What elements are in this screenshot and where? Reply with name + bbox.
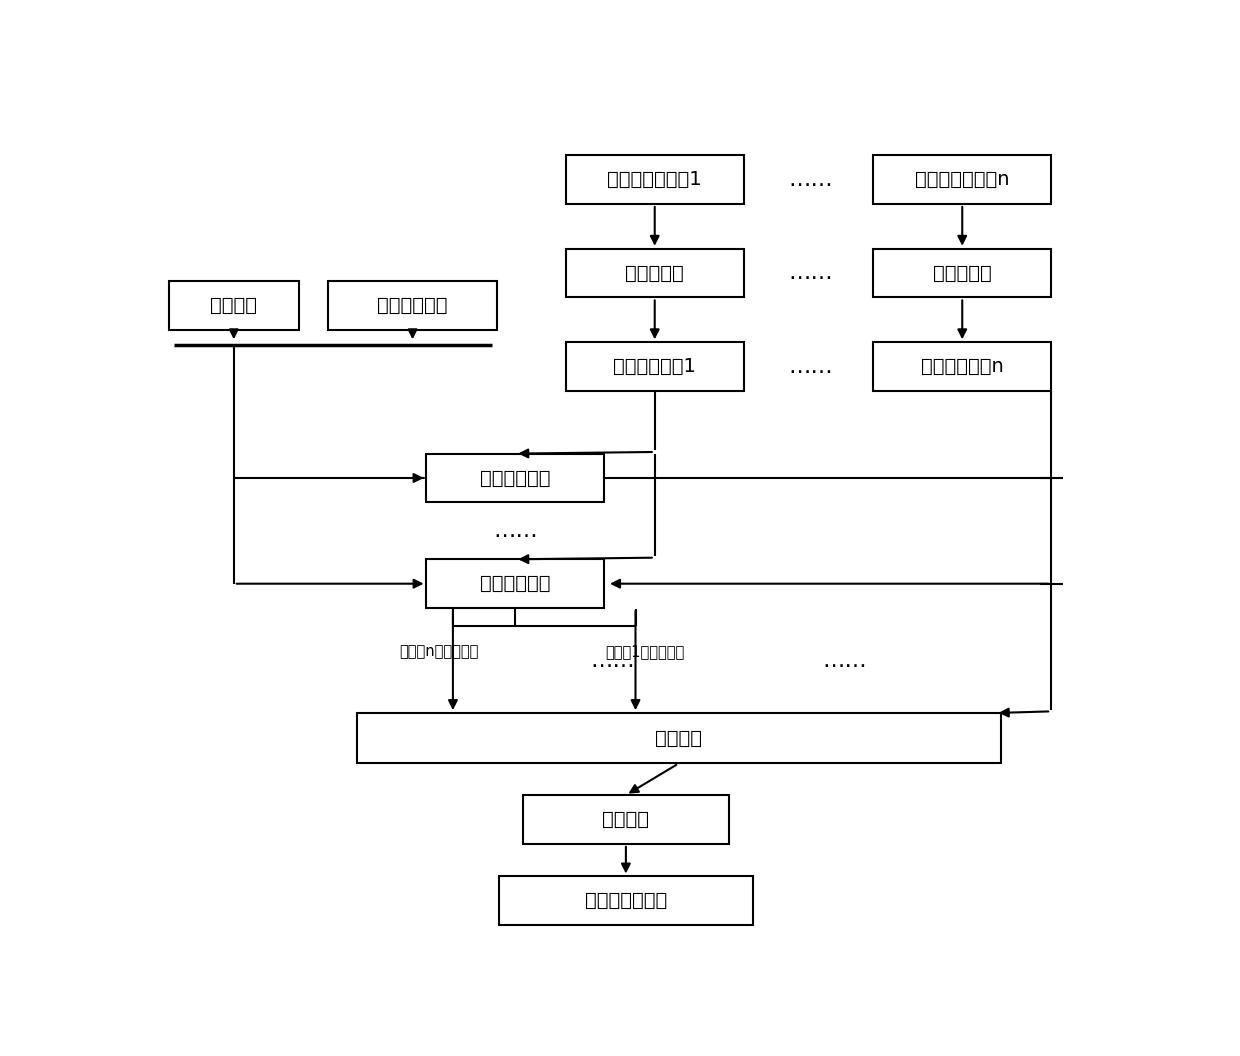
Text: 带通滤波器: 带通滤波器 xyxy=(932,264,992,283)
FancyBboxPatch shape xyxy=(169,281,299,329)
Text: 热电偶1的故障权重: 热电偶1的故障权重 xyxy=(605,644,684,659)
FancyBboxPatch shape xyxy=(329,281,497,329)
FancyBboxPatch shape xyxy=(357,713,1001,763)
FancyBboxPatch shape xyxy=(565,342,744,391)
FancyBboxPatch shape xyxy=(427,560,604,608)
Text: ……: …… xyxy=(789,170,833,190)
Text: 四层神经网络: 四层神经网络 xyxy=(480,574,551,593)
Text: ……: …… xyxy=(822,650,867,671)
FancyBboxPatch shape xyxy=(498,876,753,925)
FancyBboxPatch shape xyxy=(565,155,744,204)
Text: 热电偶原始数据1: 热电偶原始数据1 xyxy=(608,170,702,189)
Text: 计算温度数据n: 计算温度数据n xyxy=(921,357,1003,376)
FancyBboxPatch shape xyxy=(873,155,1052,204)
Text: ……: …… xyxy=(789,263,833,283)
Text: 四层神经网络: 四层神经网络 xyxy=(480,469,551,488)
Text: 其它测量参数: 其它测量参数 xyxy=(377,296,448,315)
FancyBboxPatch shape xyxy=(565,249,744,298)
Text: 热电偶原始数据n: 热电偶原始数据n xyxy=(915,170,1009,189)
Text: ……: …… xyxy=(789,357,833,377)
Text: 故障诊断: 故障诊断 xyxy=(603,810,650,829)
Text: 加权平均: 加权平均 xyxy=(655,729,702,748)
FancyBboxPatch shape xyxy=(522,795,729,844)
Text: 控制参数: 控制参数 xyxy=(211,296,258,315)
Text: 输出故障热电偶: 输出故障热电偶 xyxy=(585,891,667,910)
FancyBboxPatch shape xyxy=(873,342,1052,391)
Text: 热电偶n的故障权重: 热电偶n的故障权重 xyxy=(399,644,479,659)
Text: ……: …… xyxy=(494,521,538,541)
Text: 计算温度数据1: 计算温度数据1 xyxy=(614,357,696,376)
FancyBboxPatch shape xyxy=(873,249,1052,298)
FancyBboxPatch shape xyxy=(427,454,604,503)
Text: 带通滤波器: 带通滤波器 xyxy=(625,264,684,283)
Text: ……: …… xyxy=(590,650,635,671)
